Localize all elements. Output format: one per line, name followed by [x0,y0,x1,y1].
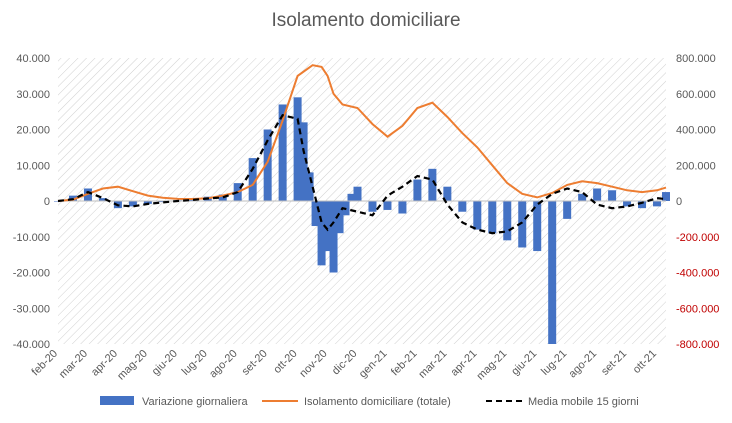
x-tick-label: giu-20 [150,348,180,378]
line-series [57,64,667,235]
bar-mark [638,201,647,209]
x-tick-label: mag-21 [475,348,510,383]
x-tick-label: set-21 [599,348,629,378]
x-tick-label: nov-20 [297,348,329,380]
bar-mark [305,172,314,201]
bar-mark [488,201,497,234]
bar-mark [383,201,392,210]
total-line [57,64,667,202]
right-tick-label: -400.000 [676,268,719,280]
x-tick-label: giu-21 [509,348,539,378]
legend-swatch [100,396,134,405]
x-tick-label: mar-20 [57,348,90,381]
bar-mark [473,201,482,230]
bar-mark [533,201,542,252]
bar-mark [428,168,437,201]
right-tick-label: -600.000 [676,303,719,315]
left-tick-label: 20.000 [16,125,50,137]
x-tick-label: gen-21 [357,348,390,381]
bar-mark [443,186,452,201]
right-tick-label: 800.000 [676,53,716,65]
bar-mark [368,201,377,212]
left-tick-label: -30.000 [13,303,50,315]
bar-mark [335,201,344,234]
bar-mark [518,201,527,248]
moving-average-line [57,113,667,235]
bar-mark [347,193,356,201]
right-tick-label: -200.000 [676,232,719,244]
bar-mark [623,201,632,207]
x-tick-label: ago-20 [207,348,240,381]
x-tick-label: lug-21 [539,348,569,378]
bar-mark [608,190,617,201]
bar-mark [317,201,326,266]
x-tick-label: feb-21 [389,348,420,379]
bar-mark [353,186,362,201]
bar-mark [158,201,167,203]
left-tick-label: 30.000 [16,89,50,101]
left-tick-label: 40.000 [16,53,50,65]
right-tick-label: 400.000 [676,125,716,137]
legend-label: Media mobile 15 giorni [528,396,639,408]
bar-mark [263,129,272,201]
x-tick-label: ott-21 [631,348,659,376]
right-tick-label: 0 [676,196,682,208]
legend-label: Isolamento domiciliare (totale) [304,396,451,408]
x-tick-label: lug-20 [180,348,210,378]
bar-mark [329,201,338,273]
left-axis: 40.000 30.000 20.000 10.000 0 -10.000 -20.000 -… [13,53,50,351]
left-tick-label: 0 [44,196,50,208]
right-tick-label: 200.000 [676,160,716,172]
chart-title: Isolamento domiciliare [271,10,461,31]
bar-mark [503,201,512,241]
right-axis: 800.000 600.000 400.000 200.000 0 -200.000 -40… [676,53,719,351]
bar-mark [248,158,257,201]
right-tick-label: 600.000 [676,89,716,101]
left-tick-label: -10.000 [13,232,50,244]
bar-mark [218,194,227,201]
legend: Variazione giornaliera Isolamento domicil… [100,396,639,408]
bar-mark [563,201,572,219]
x-tick-label: mag-20 [115,348,150,383]
bar-mark [143,201,152,204]
right-tick-label: -800.000 [676,339,719,351]
bar-mark [413,179,422,201]
bar-mark [578,193,587,201]
bar-mark [278,104,287,201]
bar-mark [548,201,557,344]
bar-mark [398,201,407,214]
legend-label: Variazione giornaliera [142,396,248,408]
bar-mark [593,188,602,201]
x-tick-label: feb-20 [30,348,61,379]
bar-mark [293,97,302,201]
x-tick-label: mar-21 [416,348,449,381]
left-tick-label: -40.000 [13,339,50,351]
x-tick-label: ago-21 [567,348,600,381]
x-tick-label: set-20 [240,348,270,378]
bar-mark [311,201,320,227]
bar-mark [653,201,662,207]
x-tick-label: dic-20 [330,348,360,378]
left-tick-label: -20.000 [13,268,50,280]
bar-mark [299,122,308,201]
bar-mark [98,198,107,201]
bar-mark [128,201,137,207]
bar-mark [458,201,467,212]
x-tick-label: ott-20 [271,348,299,376]
bar-mark [662,192,670,201]
bar-mark [323,201,332,252]
left-tick-label: 10.000 [16,160,50,172]
